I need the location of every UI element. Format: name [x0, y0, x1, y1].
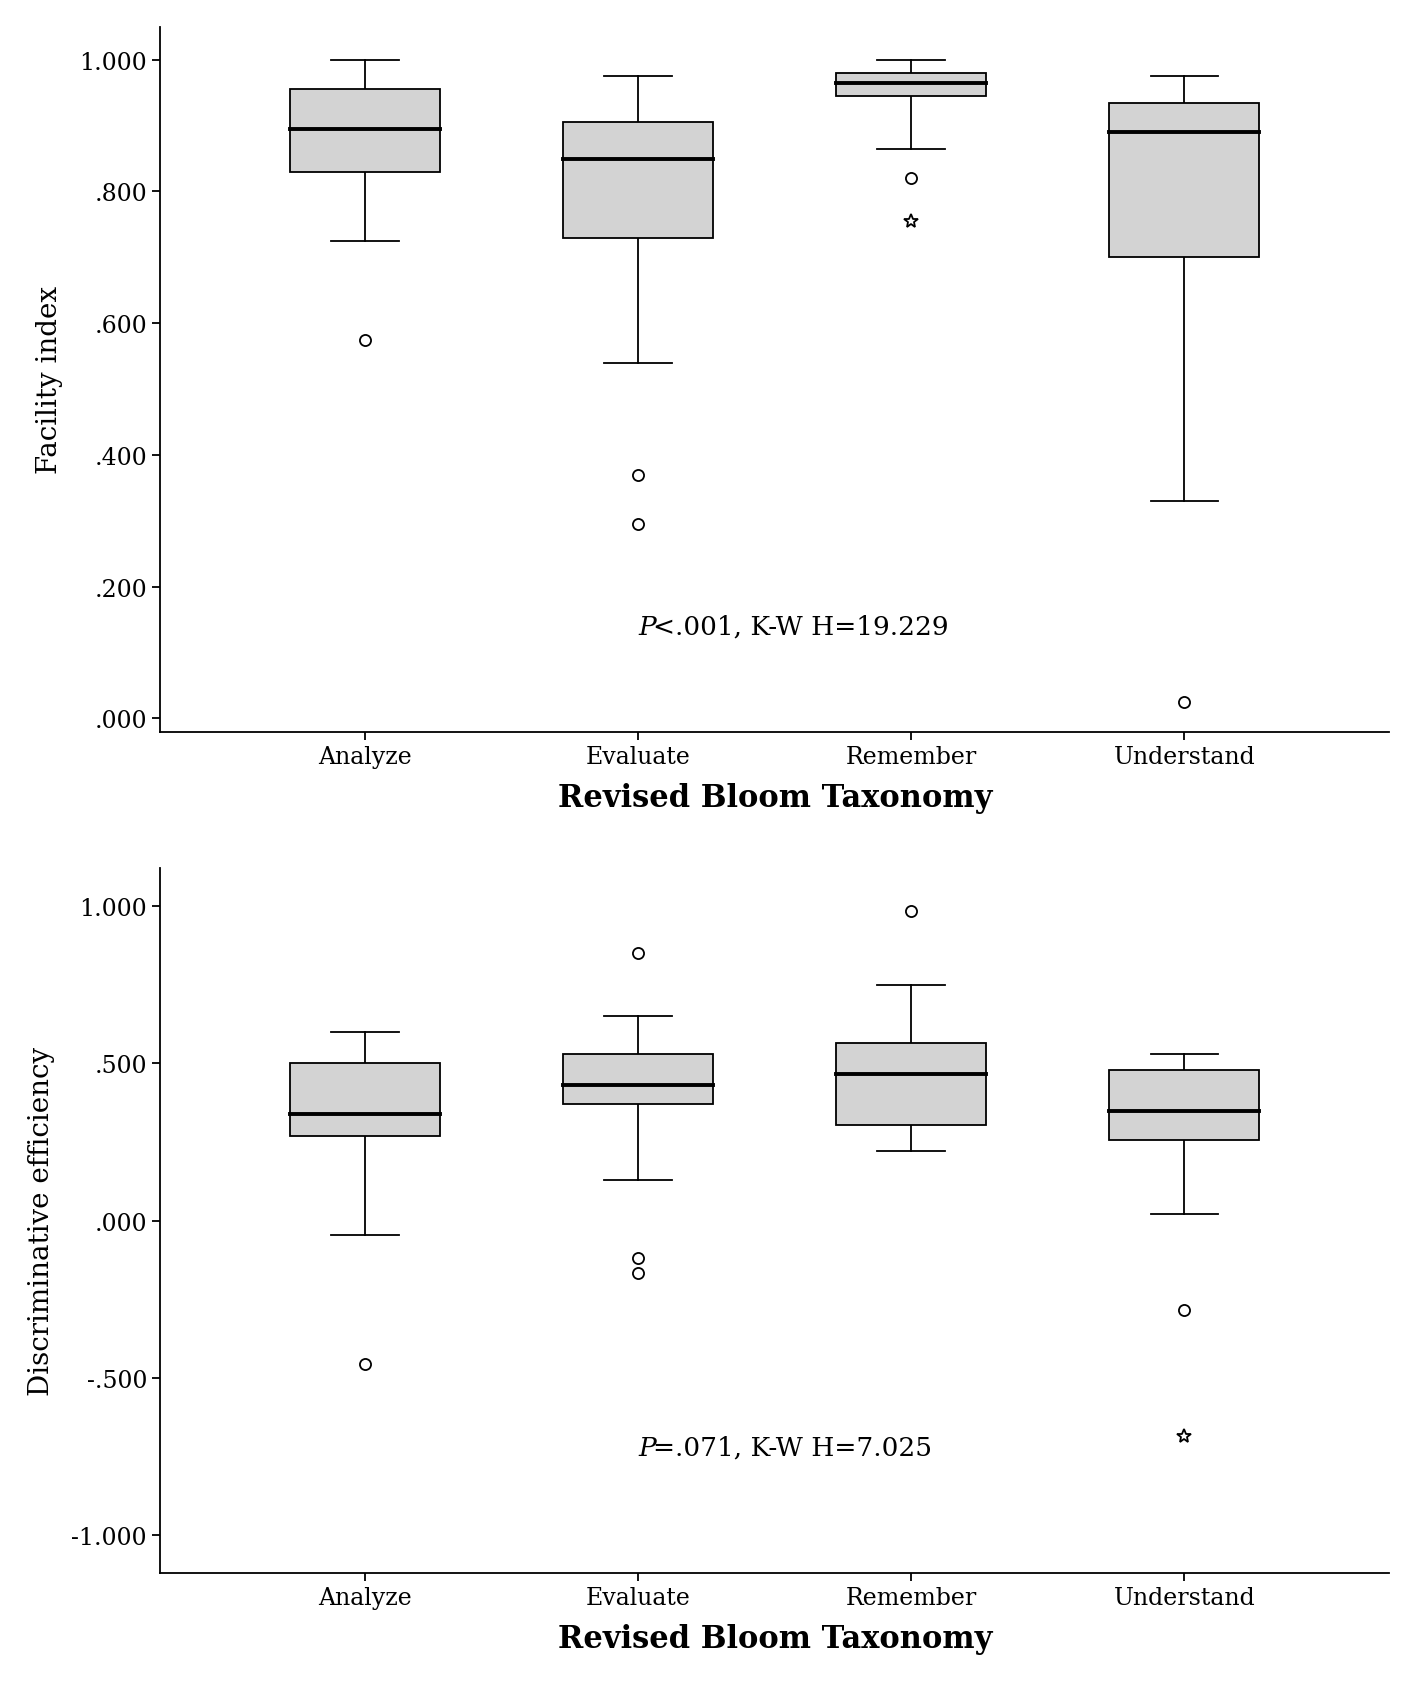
Y-axis label: Discriminative efficiency: Discriminative efficiency — [28, 1046, 55, 1396]
Bar — [563, 123, 713, 239]
X-axis label: Revised Bloom Taxonomy: Revised Bloom Taxonomy — [557, 1623, 992, 1653]
Bar — [836, 74, 986, 98]
Bar — [290, 1063, 441, 1135]
X-axis label: Revised Bloom Taxonomy: Revised Bloom Taxonomy — [557, 782, 992, 812]
Bar — [836, 1043, 986, 1125]
Bar — [1110, 1070, 1260, 1140]
Y-axis label: Facility index: Facility index — [35, 286, 62, 474]
Text: P: P — [638, 1435, 656, 1460]
Text: P: P — [638, 614, 656, 639]
Text: <.001, K-W H=19.229: <.001, K-W H=19.229 — [653, 614, 949, 639]
Text: =.071, K-W H=7.025: =.071, K-W H=7.025 — [653, 1435, 932, 1460]
Bar — [1110, 104, 1260, 257]
Bar — [290, 91, 441, 173]
Bar — [563, 1055, 713, 1105]
